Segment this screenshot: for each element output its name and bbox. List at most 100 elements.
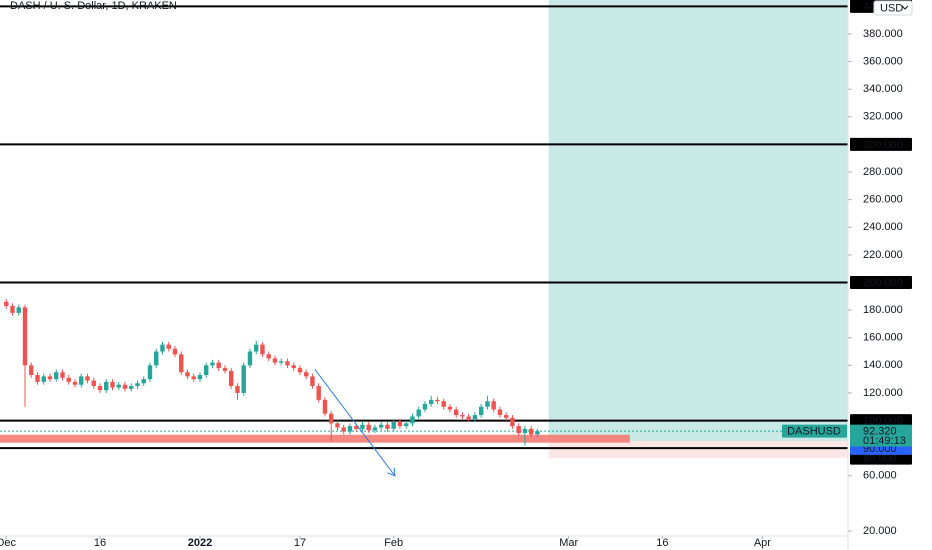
candle-body [266,354,271,359]
candle-body [260,344,265,355]
x-tick-label: Feb [384,537,403,549]
candle-body [197,375,203,380]
candle-body [279,361,284,363]
candle-body [229,370,234,387]
zone-target [548,0,848,442]
y-tick-label: 20.000 [863,525,897,537]
candle-body [272,358,278,363]
candle-body [129,386,134,389]
x-tick-label: Apr [754,537,771,549]
candle-body [528,428,534,435]
candle-body [135,383,140,387]
candle-body [347,426,353,432]
x-tick-label: 16 [656,537,668,549]
candle-body [35,375,40,382]
candle-body [435,399,440,402]
candle-body [22,307,28,366]
candle-body [297,368,303,373]
candle-body [510,417,515,427]
candle-body [341,427,346,432]
y-tick-label: 160.000 [863,332,903,344]
candle-body [416,409,421,417]
candle-body [329,413,334,424]
y-tick-label: 380.000 [863,28,903,40]
y-tick-label: 320.000 [863,111,903,123]
candle-body [360,424,365,429]
candle-body [291,365,296,369]
candle-body [191,376,196,380]
currency-badge [873,0,913,16]
candle-body [10,305,15,313]
candle-body [54,372,59,380]
level-label-box [850,275,912,289]
candle-body [41,376,46,382]
candle-body [179,354,184,373]
candle-body [485,401,490,407]
candle-body [372,427,378,431]
candle-body [304,372,309,377]
candle-body [16,307,21,313]
y-tick-label: 240.000 [863,221,903,233]
candle-body [453,409,459,416]
candle-body [503,415,509,418]
candle-body [410,416,415,424]
candle-body [247,351,253,366]
candle-body [4,301,9,306]
candle-body [460,415,465,417]
symbol-label: DASHUSD [787,426,841,438]
y-tick-label: 140.000 [863,359,903,371]
candle-body [141,379,146,384]
candle-body [122,384,128,389]
candle-body [391,421,396,429]
level-label: 100.000 [863,415,903,427]
y-tick-label: 340.000 [863,83,903,95]
y-tick-label: 360.000 [863,55,903,67]
candle-body [154,351,159,366]
candle-body [72,381,78,385]
countdown: 01:49:13 [863,435,906,447]
level-label: 200.000 [863,277,903,289]
level-label-box [850,414,912,428]
candle-body [535,431,540,435]
candle-body [285,361,290,366]
candle-body [385,424,390,429]
candle-body [222,368,228,371]
zone-stop [548,441,848,458]
x-tick-label: Mar [559,537,578,549]
candle-body [66,377,71,382]
candle-body [47,376,53,380]
candle-body [160,344,165,352]
axes: 20.000 60.000 120.000 140.000 160.000 180.000… [0,0,913,549]
candle-body [116,384,121,388]
candle-body [79,376,84,385]
y-tick-label: 280.000 [863,166,903,178]
candle-body [397,421,403,427]
candle-body [216,362,221,369]
x-tick-label: 2022 [188,537,212,549]
candle-body [29,365,34,376]
candle-body [104,381,109,391]
y-tick-label: 260.000 [863,194,903,206]
x-tick-label: 17 [294,537,306,549]
symbol-box [782,424,847,438]
candle-body [166,344,171,349]
candle-body [516,426,521,433]
y-tick-label: 180.000 [863,304,903,316]
currency-label: USD [880,2,903,14]
candle-body [91,380,96,387]
candle-body [172,348,178,355]
candle-body [254,344,259,352]
x-tick-label: Dec [0,537,17,549]
candle-body [322,399,328,414]
level-label-box [850,451,912,465]
level-label-box [850,137,912,151]
candle-body [335,423,340,428]
candle-body [316,386,321,400]
candle-body [185,372,190,377]
candle-body [210,362,215,366]
candle-body [447,406,453,410]
candle-body [235,386,240,393]
candle-body [85,376,90,381]
level-label: 80.000 [863,453,897,465]
